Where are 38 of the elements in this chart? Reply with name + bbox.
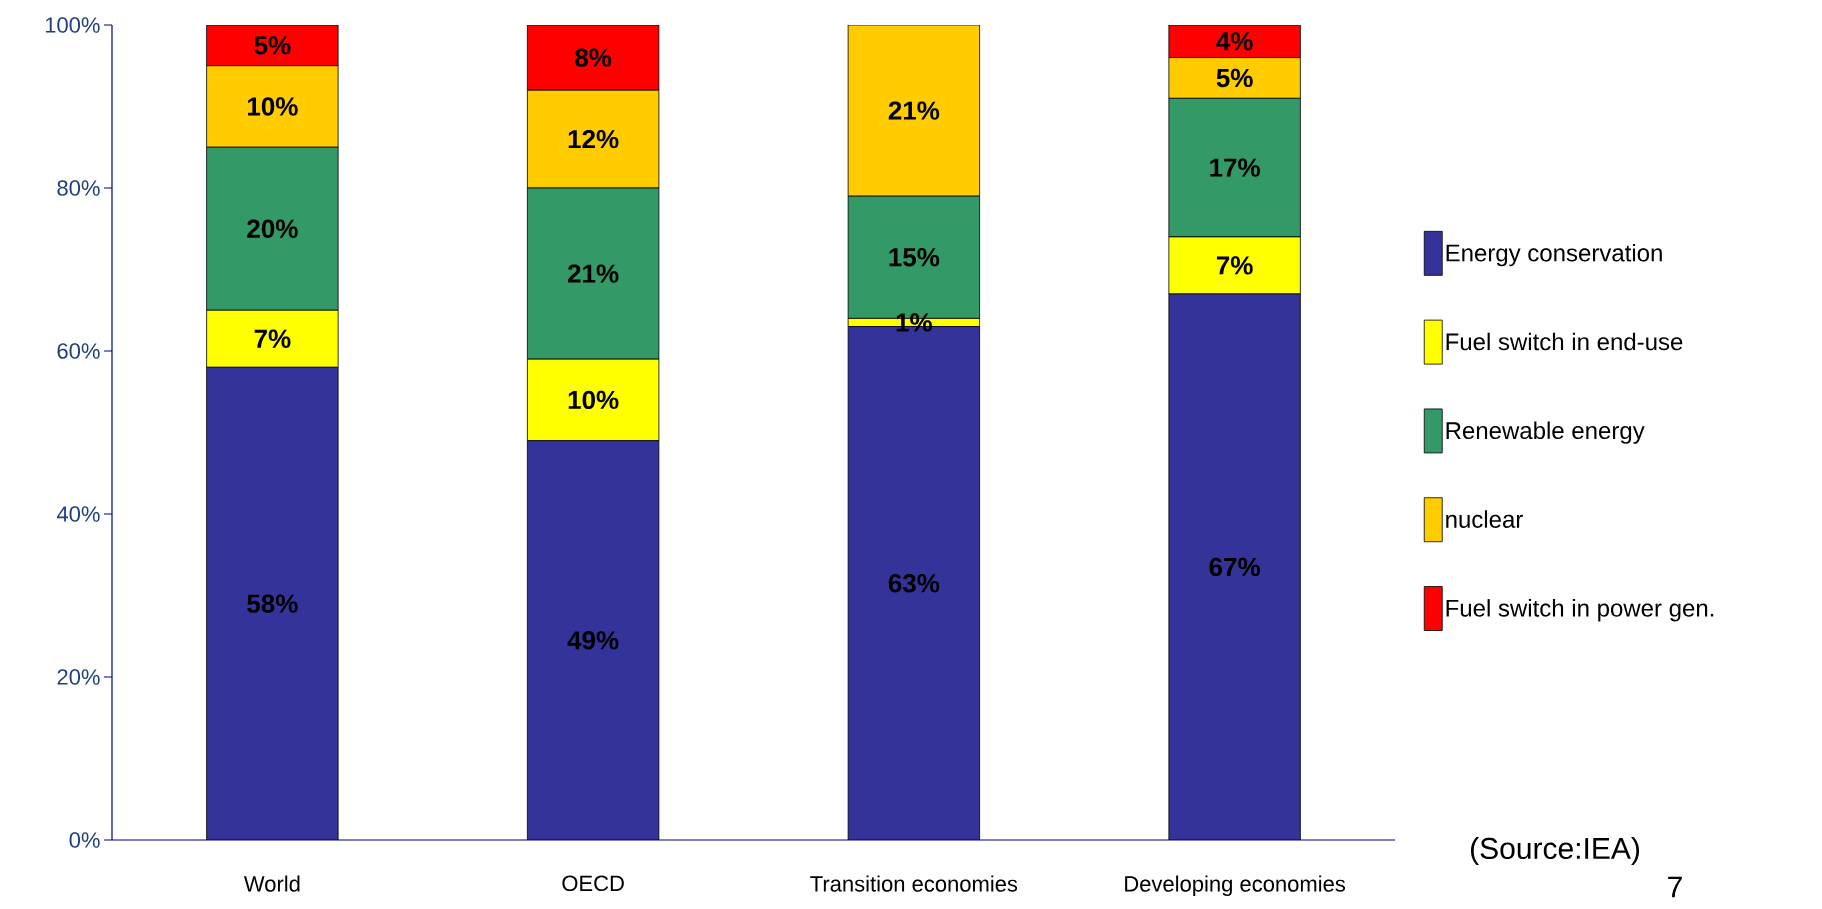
data-label: 21%	[888, 101, 940, 120]
y-tick-label: 60%	[57, 343, 100, 359]
data-label: 12%	[568, 129, 619, 149]
x-tick-label: World	[243, 875, 300, 892]
y-tick-label: 40%	[56, 506, 100, 522]
y-tick-label: 0%	[69, 832, 100, 848]
data-label: 10%	[248, 97, 298, 116]
data-label: 7%	[254, 329, 291, 348]
data-label: 17%	[1210, 158, 1260, 177]
data-label: 49%	[567, 631, 619, 650]
bar	[206, 366, 339, 840]
y-tick-label: 20%	[57, 669, 100, 685]
x-tick-label: OECD	[562, 875, 624, 892]
data-label: 7%	[1216, 256, 1253, 275]
x-tick-label: Developing economies	[1125, 875, 1346, 897]
data-label: 15%	[889, 248, 940, 267]
text: (Source:IEA)	[1471, 837, 1640, 865]
data-label: 5%	[1216, 68, 1253, 88]
x-tick-label: Transition economies	[810, 875, 1018, 892]
data-label: 4%	[1216, 32, 1253, 51]
legend-label: Fuel switch in power gen.	[1446, 599, 1714, 622]
data-label: 21%	[568, 264, 619, 283]
data-label: 67%	[1209, 557, 1260, 577]
data-label: 10%	[568, 390, 619, 410]
legend-label: Renewable energy	[1446, 421, 1645, 444]
legend-label: nuclear	[1446, 510, 1523, 528]
text: 7	[1668, 876, 1682, 898]
data-label: 5%	[254, 36, 291, 55]
data-label: 58%	[247, 594, 298, 613]
bar	[1168, 293, 1301, 840]
data-label: 8%	[575, 48, 612, 67]
legend-label: Fuel switch in end-use	[1446, 332, 1683, 351]
legend-label: Energy conservation	[1446, 243, 1662, 267]
data-label: 63%	[888, 574, 940, 593]
y-tick-label: 100%	[45, 17, 100, 33]
bar	[526, 440, 660, 840]
y-tick-label: 80%	[57, 180, 100, 196]
data-label: 20%	[247, 219, 298, 238]
